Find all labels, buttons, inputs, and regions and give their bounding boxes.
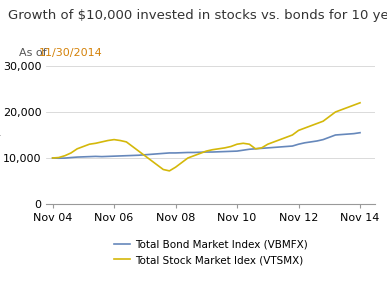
Total Bond Market Index (VBMFX) bbox=[278, 145, 283, 149]
Total Stock Market Idex (VTSMX) bbox=[118, 139, 123, 142]
Total Bond Market Index (VBMFX) bbox=[155, 152, 159, 156]
Total Bond Market Index (VBMFX) bbox=[351, 132, 356, 135]
Total Stock Market Idex (VTSMX) bbox=[259, 146, 264, 150]
Total Stock Market Idex (VTSMX) bbox=[358, 101, 362, 105]
Total Stock Market Idex (VTSMX) bbox=[142, 154, 147, 158]
Legend: Total Bond Market Index (VBMFX), Total Stock Market Idex (VTSMX): Total Bond Market Index (VBMFX), Total S… bbox=[114, 240, 308, 265]
Total Bond Market Index (VBMFX) bbox=[358, 131, 362, 134]
Total Stock Market Idex (VTSMX) bbox=[278, 138, 283, 141]
Total Stock Market Idex (VTSMX) bbox=[351, 103, 356, 107]
Total Bond Market Index (VBMFX) bbox=[124, 154, 129, 158]
Line: Total Bond Market Index (VBMFX): Total Bond Market Index (VBMFX) bbox=[53, 133, 360, 158]
Total Bond Market Index (VBMFX) bbox=[50, 156, 55, 160]
Total Bond Market Index (VBMFX) bbox=[57, 156, 61, 160]
Total Bond Market Index (VBMFX) bbox=[149, 152, 153, 156]
Line: Total Stock Market Idex (VTSMX): Total Stock Market Idex (VTSMX) bbox=[53, 103, 360, 171]
Total Stock Market Idex (VTSMX) bbox=[50, 156, 55, 160]
Total Stock Market Idex (VTSMX) bbox=[149, 158, 153, 162]
Total Bond Market Index (VBMFX) bbox=[259, 146, 264, 150]
Text: 11/30/2014: 11/30/2014 bbox=[39, 48, 103, 58]
Text: Growth of $10,000 invested in stocks vs. bonds for 10 years: Growth of $10,000 invested in stocks vs.… bbox=[8, 9, 387, 22]
Text: As of: As of bbox=[19, 48, 50, 58]
Total Stock Market Idex (VTSMX) bbox=[167, 169, 172, 173]
